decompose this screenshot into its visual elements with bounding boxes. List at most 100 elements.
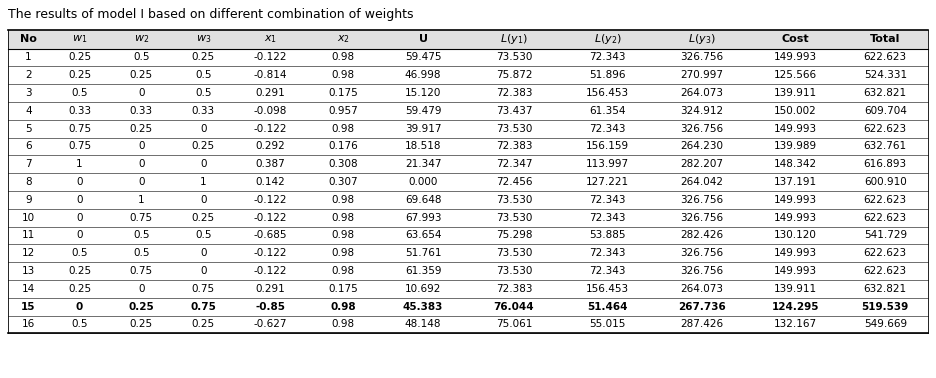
Text: 2: 2 — [25, 70, 32, 80]
Text: 72.343: 72.343 — [590, 266, 626, 276]
Text: 519.539: 519.539 — [862, 302, 909, 311]
Text: 46.998: 46.998 — [405, 70, 442, 80]
Text: 149.993: 149.993 — [774, 266, 817, 276]
Text: -0.122: -0.122 — [254, 53, 287, 62]
Bar — [8, 84, 928, 102]
Text: 75.061: 75.061 — [496, 319, 532, 329]
Text: 609.704: 609.704 — [864, 106, 907, 116]
Text: 72.383: 72.383 — [496, 284, 533, 294]
Text: 326.756: 326.756 — [680, 53, 724, 62]
Text: 0: 0 — [139, 284, 145, 294]
Text: 59.475: 59.475 — [405, 53, 442, 62]
Text: 149.993: 149.993 — [774, 212, 817, 223]
Text: 15.120: 15.120 — [405, 88, 442, 98]
Text: 16: 16 — [22, 319, 35, 329]
Bar — [8, 191, 928, 209]
Text: 0.176: 0.176 — [329, 141, 358, 152]
Text: 0.5: 0.5 — [133, 53, 150, 62]
Bar — [8, 262, 928, 280]
Text: 149.993: 149.993 — [774, 53, 817, 62]
Text: 0.98: 0.98 — [331, 212, 355, 223]
Text: 0: 0 — [76, 195, 82, 205]
Text: 0.5: 0.5 — [71, 248, 88, 258]
Text: 48.148: 48.148 — [405, 319, 442, 329]
Text: 21.347: 21.347 — [405, 159, 442, 169]
Bar — [8, 298, 928, 316]
Text: 156.453: 156.453 — [586, 88, 629, 98]
Text: 149.993: 149.993 — [774, 124, 817, 133]
Text: 130.120: 130.120 — [774, 231, 817, 240]
Text: 125.566: 125.566 — [774, 70, 817, 80]
Text: 0.5: 0.5 — [195, 231, 212, 240]
Text: 0.25: 0.25 — [68, 284, 91, 294]
Text: 0.175: 0.175 — [329, 88, 358, 98]
Text: 51.896: 51.896 — [590, 70, 626, 80]
Text: 63.654: 63.654 — [405, 231, 442, 240]
Text: $x_1$: $x_1$ — [264, 33, 277, 45]
Text: 76.044: 76.044 — [493, 302, 534, 311]
Bar — [8, 155, 928, 173]
Text: 0.25: 0.25 — [68, 266, 91, 276]
Text: 75.298: 75.298 — [496, 231, 533, 240]
Text: 39.917: 39.917 — [405, 124, 442, 133]
Text: 632.821: 632.821 — [864, 284, 907, 294]
Text: 0.75: 0.75 — [130, 266, 153, 276]
Text: 632.761: 632.761 — [864, 141, 907, 152]
Bar — [8, 173, 928, 191]
Text: 0.75: 0.75 — [190, 302, 216, 311]
Text: 0.98: 0.98 — [331, 231, 355, 240]
Text: -0.098: -0.098 — [254, 106, 287, 116]
Text: 622.623: 622.623 — [864, 124, 907, 133]
Text: 0: 0 — [139, 88, 145, 98]
Text: -0.814: -0.814 — [254, 70, 287, 80]
Text: $L(y_3)$: $L(y_3)$ — [688, 32, 716, 46]
Text: 0.25: 0.25 — [68, 70, 91, 80]
Text: 0: 0 — [139, 159, 145, 169]
Text: 139.989: 139.989 — [774, 141, 817, 152]
Text: 0.98: 0.98 — [331, 70, 355, 80]
Text: 0.5: 0.5 — [133, 248, 150, 258]
Text: $x_2$: $x_2$ — [337, 33, 350, 45]
Text: 150.002: 150.002 — [774, 106, 817, 116]
Text: 3: 3 — [25, 88, 32, 98]
Text: 132.167: 132.167 — [774, 319, 817, 329]
Text: 270.997: 270.997 — [680, 70, 724, 80]
Text: 0.75: 0.75 — [68, 141, 91, 152]
Text: 18.518: 18.518 — [405, 141, 442, 152]
Text: 0.98: 0.98 — [331, 266, 355, 276]
Text: 0.387: 0.387 — [256, 159, 285, 169]
Text: U: U — [418, 34, 428, 44]
Text: 69.648: 69.648 — [405, 195, 442, 205]
Text: 7: 7 — [25, 159, 32, 169]
Text: $w_1$: $w_1$ — [72, 33, 87, 45]
Text: 541.729: 541.729 — [864, 231, 907, 240]
Text: 12: 12 — [22, 248, 35, 258]
Text: 149.993: 149.993 — [774, 248, 817, 258]
Text: 0.25: 0.25 — [130, 70, 153, 80]
Text: 13: 13 — [22, 266, 35, 276]
Text: 73.437: 73.437 — [496, 106, 533, 116]
Text: 1: 1 — [25, 53, 32, 62]
Text: 0.75: 0.75 — [192, 284, 215, 294]
Text: 137.191: 137.191 — [774, 177, 817, 187]
Text: $L(y_2)$: $L(y_2)$ — [594, 32, 622, 46]
Text: 149.993: 149.993 — [774, 195, 817, 205]
Text: 113.997: 113.997 — [586, 159, 629, 169]
Text: 600.910: 600.910 — [864, 177, 907, 187]
Text: 45.383: 45.383 — [403, 302, 444, 311]
Text: 324.912: 324.912 — [680, 106, 724, 116]
Text: 0.142: 0.142 — [256, 177, 285, 187]
Text: 632.821: 632.821 — [864, 88, 907, 98]
Text: 6: 6 — [25, 141, 32, 152]
Text: 0.25: 0.25 — [128, 302, 154, 311]
Text: 15: 15 — [21, 302, 36, 311]
Text: 1: 1 — [139, 195, 145, 205]
Text: 264.042: 264.042 — [680, 177, 724, 187]
Text: 0.25: 0.25 — [192, 212, 215, 223]
Text: 264.073: 264.073 — [680, 284, 724, 294]
Text: 10: 10 — [22, 212, 35, 223]
Text: 67.993: 67.993 — [405, 212, 442, 223]
Text: 0: 0 — [139, 177, 145, 187]
Text: 0.000: 0.000 — [408, 177, 438, 187]
Text: Total: Total — [870, 34, 900, 44]
